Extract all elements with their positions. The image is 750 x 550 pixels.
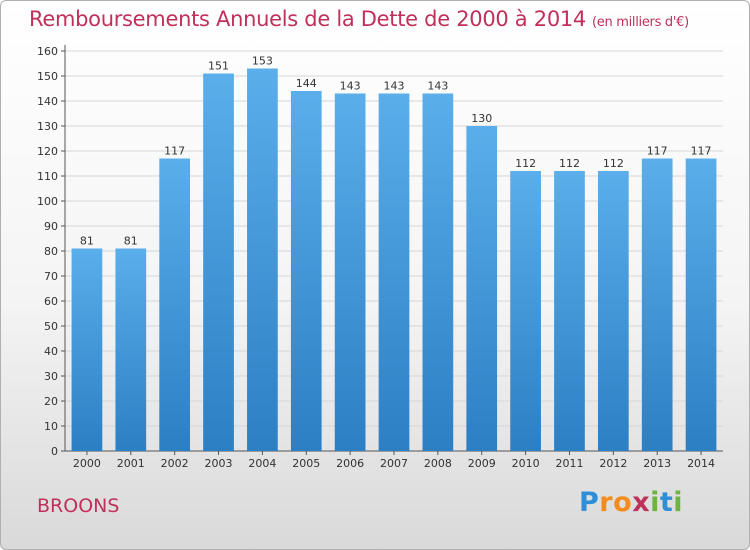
bar — [597, 171, 629, 451]
commune-name: BROONS — [37, 495, 120, 517]
data-label: 143 — [340, 80, 361, 93]
bar — [641, 158, 673, 451]
bar — [71, 248, 103, 451]
data-label: 117 — [164, 145, 185, 158]
proxiti-logo: Proxiti — [579, 487, 683, 518]
y-tick-label: 50 — [44, 320, 58, 333]
bar — [466, 126, 498, 451]
y-tick-label: 10 — [44, 420, 58, 433]
data-label: 144 — [296, 77, 317, 90]
y-tick-label: 80 — [44, 245, 58, 258]
data-label: 81 — [80, 235, 94, 248]
bar — [334, 93, 366, 451]
bar — [159, 158, 191, 451]
x-tick-label: 2006 — [336, 457, 364, 470]
data-label: 117 — [647, 145, 668, 158]
x-tick-label: 2004 — [248, 457, 276, 470]
y-tick-label: 40 — [44, 345, 58, 358]
bar — [115, 248, 147, 451]
x-tick-label: 2008 — [424, 457, 452, 470]
logo-letter: x — [632, 487, 651, 518]
x-tick-label: 2005 — [292, 457, 320, 470]
bar — [203, 73, 234, 451]
x-tick-label: 2001 — [117, 457, 145, 470]
data-label: 143 — [384, 80, 405, 93]
chart-title-text: Remboursements Annuels de la Dette de 20… — [29, 7, 586, 31]
y-tick-label: 70 — [44, 270, 58, 283]
y-tick-label: 120 — [37, 145, 58, 158]
data-label: 112 — [559, 157, 580, 170]
data-label: 143 — [427, 80, 448, 93]
x-tick-label: 2007 — [380, 457, 408, 470]
data-label: 130 — [471, 112, 492, 125]
bar — [290, 91, 322, 451]
bar — [510, 171, 541, 451]
x-tick-label: 2000 — [73, 457, 101, 470]
x-tick-label: 2010 — [512, 457, 540, 470]
x-tick-label: 2003 — [205, 457, 233, 470]
y-tick-label: 0 — [51, 445, 58, 458]
x-tick-label: 2002 — [161, 457, 189, 470]
x-tick-label: 2013 — [643, 457, 671, 470]
y-tick-label: 130 — [37, 120, 58, 133]
chart-unit: (en milliers d'€) — [592, 15, 689, 30]
logo-letter: i — [650, 487, 660, 518]
data-label: 153 — [252, 55, 273, 68]
logo-letter: t — [659, 487, 674, 518]
data-label: 151 — [208, 60, 229, 73]
y-tick-label: 110 — [37, 170, 58, 183]
logo-letter: i — [673, 487, 684, 518]
y-tick-label: 30 — [44, 370, 58, 383]
y-tick-label: 150 — [37, 70, 58, 83]
y-tick-label: 140 — [37, 95, 58, 108]
y-tick-label: 100 — [37, 195, 58, 208]
y-tick-label: 60 — [44, 295, 58, 308]
x-tick-label: 2011 — [555, 457, 583, 470]
logo-letter: r — [599, 487, 614, 518]
bar — [378, 93, 410, 451]
bar — [554, 171, 585, 451]
data-label: 117 — [691, 145, 712, 158]
data-label: 112 — [603, 157, 624, 170]
bar — [685, 158, 717, 451]
data-label: 112 — [515, 157, 536, 170]
bar — [247, 68, 278, 451]
y-tick-label: 90 — [44, 220, 58, 233]
x-tick-label: 2009 — [468, 457, 496, 470]
logo-letter: o — [613, 487, 633, 518]
chart-title: Remboursements Annuels de la Dette de 20… — [29, 7, 689, 31]
data-label: 81 — [124, 235, 138, 248]
bar — [422, 93, 454, 451]
x-tick-label: 2012 — [599, 457, 627, 470]
x-tick-label: 2014 — [687, 457, 715, 470]
logo-letter: P — [579, 487, 600, 518]
y-tick-label: 160 — [37, 45, 58, 58]
y-tick-label: 20 — [44, 395, 58, 408]
